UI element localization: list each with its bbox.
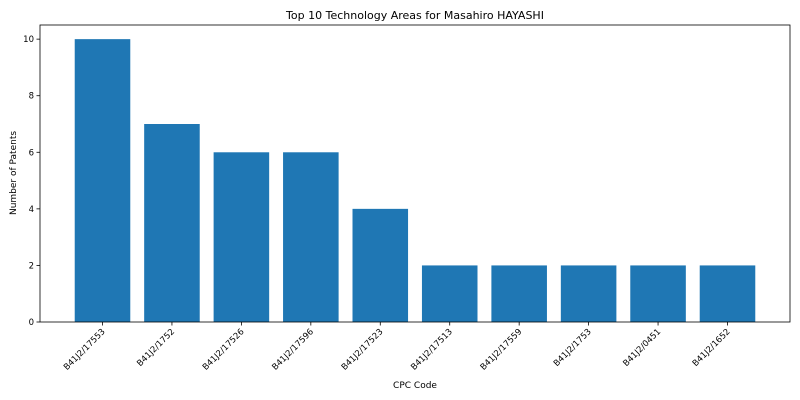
x-tick-label: B41J2/1753 [552,327,594,369]
x-tick-label: B41J2/0451 [621,327,663,369]
bar-B41J2-17526 [214,152,270,322]
bar-B41J2-17559 [491,265,547,322]
x-axis: B41J2/17553 B41J2/1752 B41J2/17526 B41J2/17… [62,322,733,373]
bar-B41J2-0451 [630,265,686,322]
x-tick-label: B41J2/17513 [409,327,455,373]
chart-title: Top 10 Technology Areas for Masahiro HAY… [285,9,544,22]
x-tick-label: B41J2/1752 [135,327,177,369]
y-tick-label: 2 [29,261,34,271]
y-axis-label: Number of Patents [9,131,19,215]
x-tick-label: B41J2/17553 [62,327,108,373]
x-tick-label: B41J2/17523 [340,327,386,373]
bars-group [75,39,756,322]
x-axis-label: CPC Code [393,381,437,391]
bar-B41J2-17596 [283,152,339,322]
y-tick-label: 8 [29,92,34,102]
bar-B41J2-1752 [144,124,200,322]
x-tick-label: B41J2/17526 [201,327,247,373]
x-tick-label: B41J2/17559 [479,327,525,373]
y-tick-label: 4 [29,205,34,215]
bar-B41J2-1652 [700,265,756,322]
x-tick-label: B41J2/1652 [691,327,733,369]
y-tick-label: 6 [29,148,34,158]
y-axis: 0 2 4 6 8 10 [23,35,40,328]
bar-B41J2-1753 [561,265,617,322]
bar-B41J2-17513 [422,265,478,322]
y-tick-label: 10 [23,35,34,45]
bar-B41J2-17523 [353,209,409,322]
bar-B41J2-17553 [75,39,131,322]
x-tick-label: B41J2/17596 [270,327,316,373]
y-tick-label: 0 [29,318,34,328]
